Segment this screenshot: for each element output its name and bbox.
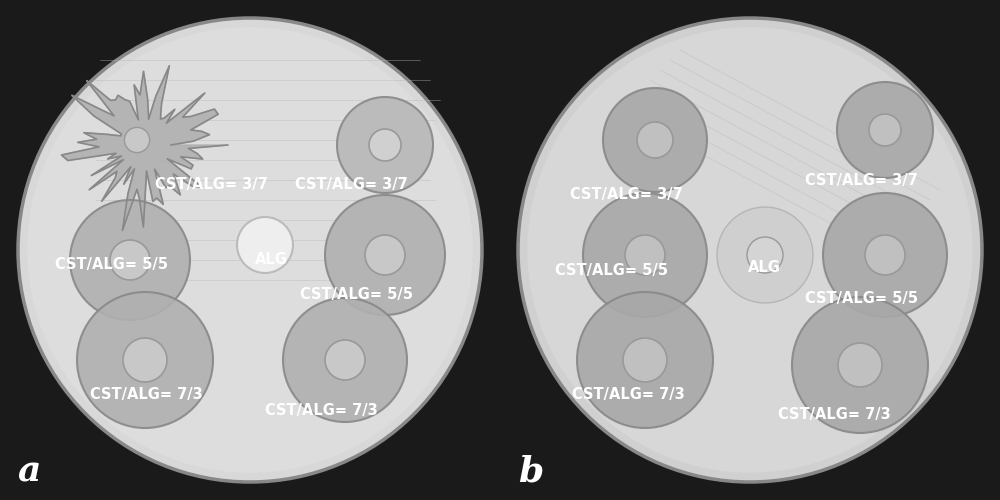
Text: CST/ALG= 7/3: CST/ALG= 7/3	[265, 402, 378, 417]
Text: CST/ALG= 5/5: CST/ALG= 5/5	[300, 288, 413, 302]
Text: b: b	[518, 455, 543, 489]
Circle shape	[625, 235, 665, 275]
Circle shape	[124, 128, 150, 152]
Circle shape	[337, 97, 433, 193]
Circle shape	[747, 237, 783, 273]
Circle shape	[27, 28, 473, 472]
Circle shape	[637, 122, 673, 158]
Circle shape	[837, 82, 933, 178]
Text: CST/ALG= 7/3: CST/ALG= 7/3	[778, 408, 891, 422]
Text: CST/ALG= 5/5: CST/ALG= 5/5	[555, 262, 668, 278]
Circle shape	[369, 129, 401, 161]
Circle shape	[325, 195, 445, 315]
Text: CST/ALG= 3/7: CST/ALG= 3/7	[155, 178, 268, 192]
Circle shape	[283, 298, 407, 422]
Text: CST/ALG= 3/7: CST/ALG= 3/7	[295, 178, 408, 192]
Polygon shape	[61, 66, 228, 230]
Circle shape	[123, 338, 167, 382]
Circle shape	[237, 217, 293, 273]
Circle shape	[838, 343, 882, 387]
Text: CST/ALG= 5/5: CST/ALG= 5/5	[805, 290, 918, 306]
Circle shape	[513, 13, 987, 487]
Text: CST/ALG= 3/7: CST/ALG= 3/7	[805, 172, 918, 188]
Text: ALG: ALG	[255, 252, 288, 268]
Circle shape	[70, 200, 190, 320]
Circle shape	[77, 292, 213, 428]
Circle shape	[110, 240, 150, 280]
Circle shape	[603, 88, 707, 192]
Circle shape	[865, 235, 905, 275]
Circle shape	[325, 340, 365, 380]
Circle shape	[823, 193, 947, 317]
Circle shape	[13, 13, 487, 487]
Circle shape	[577, 292, 713, 428]
Text: CST/ALG= 5/5: CST/ALG= 5/5	[55, 258, 168, 272]
Circle shape	[18, 18, 482, 482]
Circle shape	[717, 207, 813, 303]
Circle shape	[518, 18, 982, 482]
Text: CST/ALG= 7/3: CST/ALG= 7/3	[90, 388, 203, 402]
Text: a: a	[18, 455, 41, 489]
Text: CST/ALG= 3/7: CST/ALG= 3/7	[570, 188, 683, 202]
Text: ALG: ALG	[748, 260, 781, 276]
Circle shape	[792, 297, 928, 433]
Circle shape	[527, 28, 973, 472]
Text: CST/ALG= 7/3: CST/ALG= 7/3	[572, 388, 685, 402]
Circle shape	[365, 235, 405, 275]
Circle shape	[869, 114, 901, 146]
Circle shape	[583, 193, 707, 317]
Circle shape	[623, 338, 667, 382]
